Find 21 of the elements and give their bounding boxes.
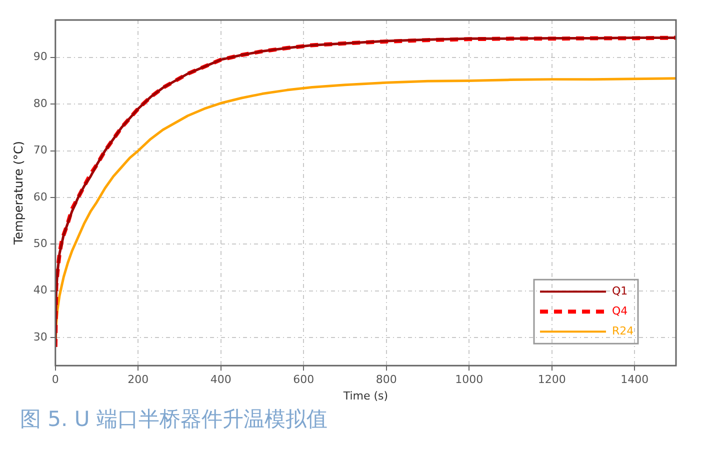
y-tick-label: 30 (33, 330, 48, 344)
y-tick-label: 40 (33, 284, 48, 297)
x-axis-title: Time (s) (342, 389, 388, 402)
text: Q1 (612, 284, 628, 298)
text: Q4 (612, 304, 628, 318)
y-tick-label: 60 (33, 190, 48, 204)
x-tick-label: 200 (128, 373, 149, 386)
x-tick-label: 800 (376, 373, 397, 386)
x-tick-label: 0 (52, 373, 59, 386)
y-tick-label: 50 (33, 237, 48, 250)
y-tick-label: 90 (33, 50, 48, 64)
y-tick-label: 80 (33, 96, 48, 110)
x-tick-label: 1200 (538, 373, 566, 386)
x-tick-label: 1400 (620, 373, 649, 386)
x-tick-label: 400 (210, 373, 232, 386)
y-axis-title: Temperature (°C) (11, 141, 26, 246)
x-tick-label: 1000 (455, 373, 484, 386)
y-tick-label: 70 (33, 144, 48, 157)
x-tick-label: 600 (293, 373, 314, 386)
caption: 图 5. U 端口半桥器件升温模拟值 (20, 406, 328, 433)
text: R24 (612, 324, 634, 338)
